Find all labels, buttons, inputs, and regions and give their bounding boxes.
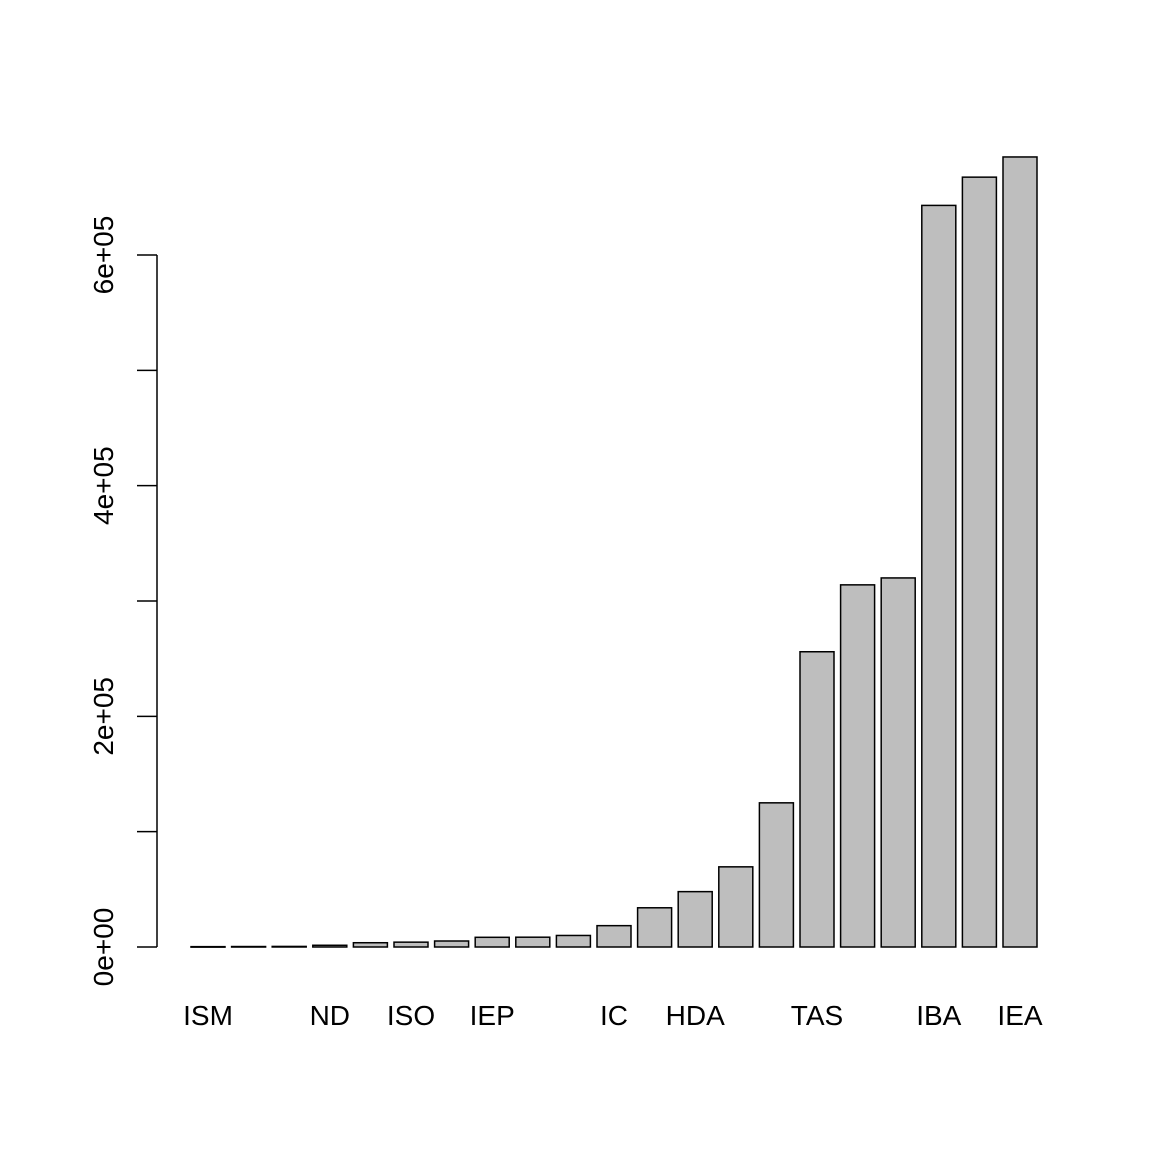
bar [393,941,429,948]
bar [921,204,957,948]
bar [799,650,835,948]
x-tick-label: HDA [666,1000,725,1031]
bar [636,907,673,948]
bar [718,866,754,948]
x-tick-label: ISM [183,1000,233,1031]
bar [474,936,510,948]
x-tick-label: IC [600,1000,628,1031]
x-tick-label: IBA [916,1000,961,1031]
y-tick-label: 6e+05 [88,216,119,295]
bar [880,577,916,948]
bar [312,944,348,948]
bar [1002,156,1038,948]
x-tick-label: TAS [791,1000,843,1031]
bar [961,176,998,948]
bar [230,945,267,948]
bar [271,945,307,948]
bar [555,934,592,948]
bar [839,584,876,948]
bar [190,945,226,948]
x-tick-label: IEA [997,1000,1042,1031]
bar [758,802,795,948]
bars [190,156,1038,948]
bar [515,936,551,948]
y-tick-label: 0e+00 [88,908,119,987]
bar [596,924,632,948]
x-tick-label: ISO [387,1000,435,1031]
y-tick-label: 4e+05 [88,446,119,525]
bar [352,941,389,948]
x-tick-label: IEP [470,1000,515,1031]
bar [677,890,713,948]
y-tick-label: 2e+05 [88,677,119,756]
bar [433,940,470,948]
y-axis: 0e+00 2e+05 4e+05 6e+05 [88,216,158,987]
x-tick-label: ND [310,1000,350,1031]
x-axis-labels: ISM ND ISO IEP IC HDA TAS IBA IEA [183,1000,1043,1031]
